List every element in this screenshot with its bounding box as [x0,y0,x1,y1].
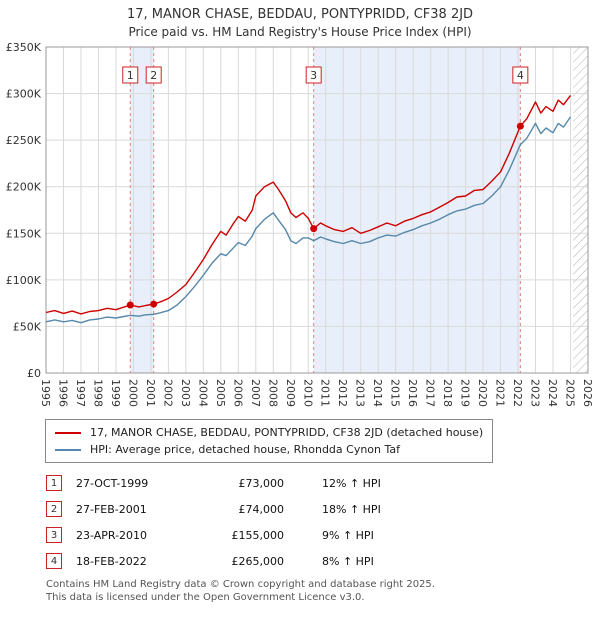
transaction-price: £74,000 [238,502,285,516]
x-tick-label: 2026 [581,379,594,407]
footer-licence: This data is licensed under the Open Gov… [46,591,365,603]
table-row: 2 27-FEB-2001 £74,000 18% ↑ HPI [46,501,600,517]
x-tick-label: 2011 [319,379,332,407]
property-price-line [45,94,572,315]
transaction-hpi-change: 8% ↑ HPI [322,554,374,568]
x-tick-label: 2024 [546,379,559,407]
sale-number-label: 1 [127,69,134,82]
legend-item: 17, MANOR CHASE, BEDDAU, PONTYPRIDD, CF3… [55,424,483,441]
transaction-price: £73,000 [238,476,285,490]
x-tick-label: 2006 [231,379,244,407]
marker-number-badge: 3 [46,527,62,543]
transaction-price: £155,000 [231,528,285,542]
y-tick-label: £100K [6,274,42,287]
transaction-hpi-change: 18% ↑ HPI [322,502,381,516]
x-tick-label: 2021 [494,379,507,407]
y-tick-label: £0 [27,367,41,380]
x-tick-label: 1999 [109,379,122,407]
x-tick-label: 2019 [459,379,472,407]
x-tick-label: 1997 [74,379,87,407]
future-hatch-region [573,47,588,373]
x-tick-label: 2001 [144,379,157,407]
footer-copyright: Contains HM Land Registry data © Crown c… [46,579,435,590]
y-tick-label: £200K [6,181,42,194]
transaction-price: £265,000 [231,554,285,568]
marker-number-badge: 1 [46,475,62,491]
plot-frame [45,46,589,374]
y-tick-label: £50K [13,320,42,333]
transaction-date: 18-FEB-2022 [76,554,147,568]
x-tick-label: 2023 [529,379,542,407]
x-tick-label: 2013 [354,379,367,407]
price-chart: 1 2 3 4 £0 £50K £100K £150K £200K £250K £300K £350K… [6,41,594,407]
x-tick-label: 2005 [214,379,227,407]
sale-number-label: 4 [517,69,524,82]
sale-number-label: 2 [150,69,157,82]
transaction-hpi-change: 9% ↑ HPI [322,528,374,542]
marker-number-badge: 2 [46,501,62,517]
x-tick-label: 2003 [179,379,192,407]
y-tick-label: £350K [6,41,42,54]
x-tick-label: 2002 [161,379,174,407]
ownership-bands [130,47,521,373]
x-tick-label: 2020 [476,379,489,407]
table-row: 3 23-APR-2010 £155,000 9% ↑ HPI [46,527,600,543]
sale-number-box [122,66,139,84]
legend-label: HPI: Average price, detached house, Rhon… [90,443,401,456]
x-tick-label: 2008 [266,379,279,407]
legend-item: HPI: Average price, detached house, Rhon… [55,441,483,458]
x-tick-label: 2017 [424,379,437,407]
sale-number-box [145,66,162,84]
page-subtitle: Price paid vs. HM Land Registry's House … [128,25,472,39]
legend-color-swatch [55,431,81,434]
page-title: 17, MANOR CHASE, BEDDAU, PONTYPRIDD, CF3… [126,7,474,22]
legend-label: 17, MANOR CHASE, BEDDAU, PONTYPRIDD, CF3… [90,426,484,439]
x-tick-label: 2010 [301,379,314,407]
footer: Contains HM Land Registry data © Crown c… [46,579,600,604]
y-tick-label: £300K [6,88,42,101]
x-tick-label: 2025 [564,379,577,407]
table-row: 1 27-OCT-1999 £73,000 12% ↑ HPI [46,475,600,491]
transaction-date: 23-APR-2010 [76,528,148,542]
x-tick-label: 2022 [511,379,524,407]
x-tick-label: 2004 [196,379,209,407]
table-row: 4 18-FEB-2022 £265,000 8% ↑ HPI [46,553,600,569]
x-tick-label: 2018 [441,379,454,407]
chart-legend: 17, MANOR CHASE, BEDDAU, PONTYPRIDD, CF3… [45,419,494,463]
x-tick-label: 2012 [336,379,349,407]
transaction-hpi-change: 12% ↑ HPI [322,476,381,490]
x-tick-label: 1996 [56,379,69,407]
x-tick-label: 2016 [406,379,419,407]
legend-color-swatch [55,448,81,451]
y-tick-label: £150K [6,227,42,240]
x-tick-label: 2015 [389,379,402,407]
marker-number-badge: 4 [46,553,62,569]
transaction-date: 27-FEB-2001 [76,502,147,516]
x-tick-label: 2007 [249,379,262,407]
transaction-date: 27-OCT-1999 [76,476,149,490]
sale-number-label: 3 [310,69,317,82]
sale-number-box [512,66,529,84]
x-tick-label: 2009 [284,379,297,407]
x-tick-label: 2000 [126,379,139,407]
transactions-table: 1 27-OCT-1999 £73,000 12% ↑ HPI 2 27-FEB-2001… [46,475,600,569]
x-tick-label: 1995 [39,379,52,407]
sale-number-box [305,66,322,84]
x-tick-label: 1998 [91,379,104,407]
y-tick-label: £250K [6,134,42,147]
x-tick-label: 2014 [371,379,384,407]
hpi-line [45,116,572,324]
